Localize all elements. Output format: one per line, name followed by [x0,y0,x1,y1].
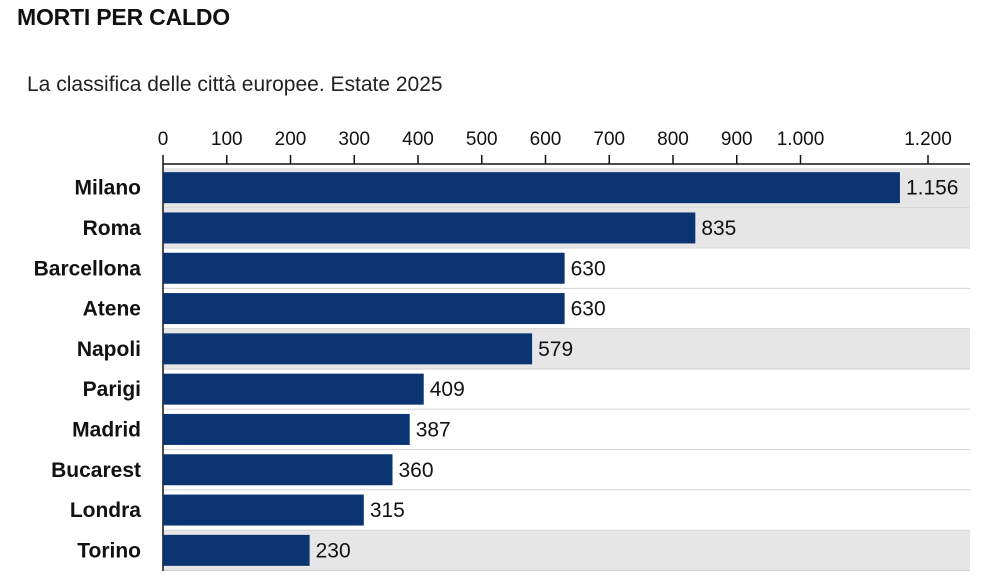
bars: Milano 1.156 Roma 835 Barcellona 630 Atene 630 N… [34,172,959,566]
category-label: Parigi [83,378,141,401]
x-tick-label: 0 [158,129,169,150]
x-tick-label: 700 [593,129,625,150]
chart-title: MORTI PER CALDO [17,4,230,30]
x-tick-label: 300 [338,129,370,150]
bar [163,333,533,365]
value-label: 630 [571,257,606,280]
value-label: 315 [370,499,405,522]
x-tick-label: 100 [211,129,243,150]
bar [163,252,565,284]
category-label: Bucarest [51,459,141,482]
category-label: Milano [75,177,142,200]
category-label: Barcellona [34,257,142,280]
x-tick-label: 400 [402,129,434,150]
category-label: Napoli [77,338,141,361]
category-label: Londra [70,499,141,522]
bar [163,293,565,325]
bar [163,373,424,405]
bar [163,494,364,526]
bar [163,172,900,204]
category-label: Torino [77,539,141,562]
category-label: Madrid [72,418,141,441]
bar [163,413,410,445]
bar [163,454,393,486]
x-tick-label: 1.200 [904,129,952,150]
bar [163,212,696,244]
x-tick-label: 600 [530,129,562,150]
value-label: 230 [316,539,351,562]
bar [163,534,310,566]
value-label: 579 [538,338,573,361]
chart-subtitle: La classifica delle città europee. Estat… [27,73,443,96]
x-tick-label: 800 [657,129,689,150]
value-label: 387 [416,418,451,441]
value-label: 409 [430,378,465,401]
value-label: 360 [399,459,434,482]
value-label: 1.156 [906,177,959,200]
x-tick-label: 1.000 [777,129,825,150]
x-tick-label: 200 [275,129,307,150]
value-label: 835 [701,217,736,240]
value-label: 630 [571,298,606,321]
x-tick-label: 500 [466,129,498,150]
x-tick-label: 900 [721,129,753,150]
category-label: Atene [83,298,141,321]
category-label: Roma [83,217,142,240]
